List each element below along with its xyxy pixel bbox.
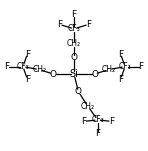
Text: F: F — [118, 50, 123, 59]
Text: Si: Si — [70, 69, 78, 79]
Text: F: F — [109, 117, 114, 126]
Text: F: F — [5, 62, 10, 71]
Text: F: F — [95, 129, 100, 138]
Text: F: F — [138, 62, 143, 71]
Text: O: O — [70, 53, 78, 62]
Text: CF₃: CF₃ — [17, 62, 29, 71]
Text: F: F — [25, 50, 30, 59]
Text: F: F — [25, 75, 30, 84]
Text: CF₃: CF₃ — [68, 24, 80, 33]
Text: O: O — [91, 69, 98, 79]
Text: CH₂: CH₂ — [67, 39, 81, 48]
Text: CF₃: CF₃ — [119, 62, 131, 71]
Text: F: F — [57, 20, 62, 29]
Text: F: F — [82, 117, 87, 126]
Text: CH₂: CH₂ — [102, 65, 116, 74]
Text: O: O — [50, 69, 57, 79]
Text: F: F — [71, 10, 77, 19]
Text: F: F — [118, 75, 123, 84]
Text: CH₂: CH₂ — [32, 65, 46, 74]
Text: CH₂: CH₂ — [81, 102, 95, 111]
Text: CF₃: CF₃ — [91, 115, 104, 124]
Text: F: F — [86, 20, 91, 29]
Text: O: O — [75, 87, 82, 96]
